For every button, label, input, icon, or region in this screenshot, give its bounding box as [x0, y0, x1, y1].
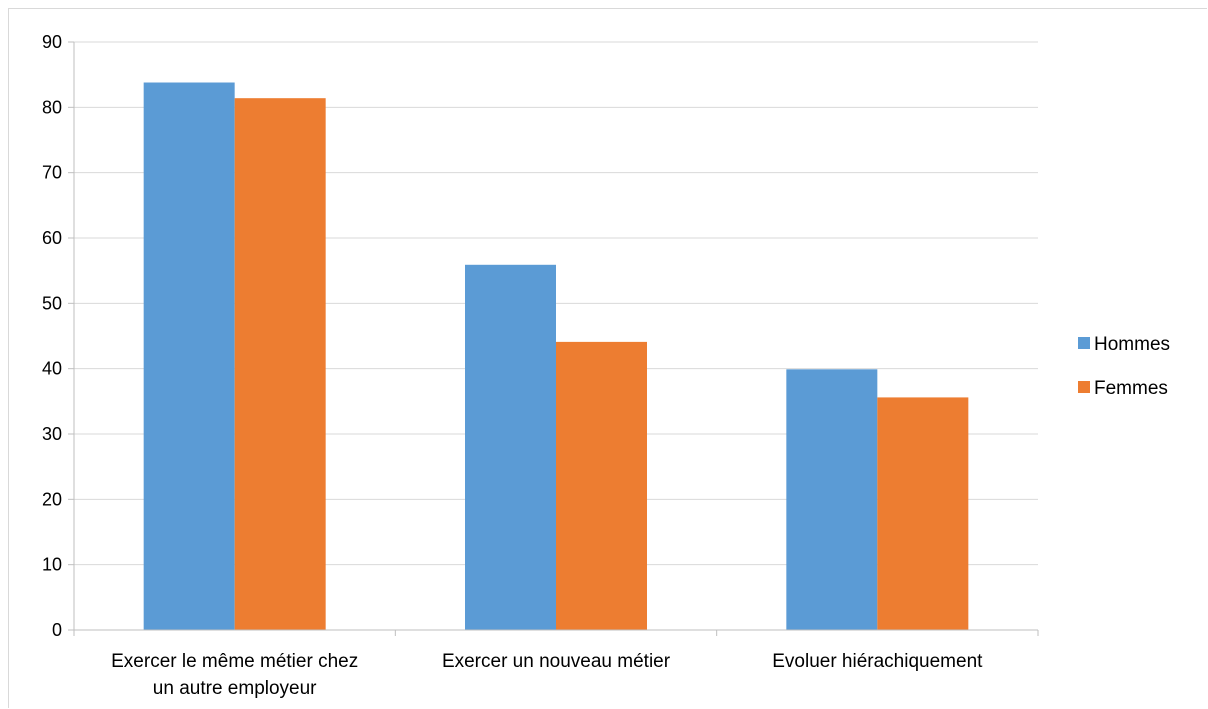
x-category-label: Evoluer hiérachiquement — [772, 651, 983, 672]
legend-swatch-femmes — [1078, 381, 1090, 393]
bar-hommes-3 — [786, 369, 878, 630]
y-tick-label: 70 — [42, 163, 62, 183]
y-tick-label: 40 — [42, 359, 62, 379]
bar-femmes-2 — [556, 341, 647, 630]
y-tick-label: 0 — [52, 620, 62, 640]
y-tick-label: 90 — [42, 32, 62, 52]
bar-femmes-3 — [877, 397, 969, 630]
bar-hommes-1 — [143, 82, 235, 631]
y-tick-label: 80 — [42, 97, 62, 117]
chart-frame — [8, 8, 1207, 708]
y-tick-label: 20 — [42, 489, 62, 509]
bar-femmes-1 — [234, 98, 326, 631]
y-tick-label: 30 — [42, 424, 62, 444]
x-category-label: un autre employeur — [153, 678, 317, 699]
y-tick-label: 60 — [42, 228, 62, 248]
legend-label-femmes: Femmes — [1094, 378, 1168, 399]
legend-swatch-hommes — [1078, 337, 1090, 349]
x-category-label: Exercer le même métier chez — [111, 651, 358, 672]
legend-label-hommes: Hommes — [1094, 334, 1170, 355]
y-tick-label: 10 — [42, 555, 62, 575]
x-category-label: Exercer un nouveau métier — [442, 651, 671, 672]
bar-hommes-2 — [465, 264, 556, 630]
y-tick-label: 50 — [42, 293, 62, 313]
